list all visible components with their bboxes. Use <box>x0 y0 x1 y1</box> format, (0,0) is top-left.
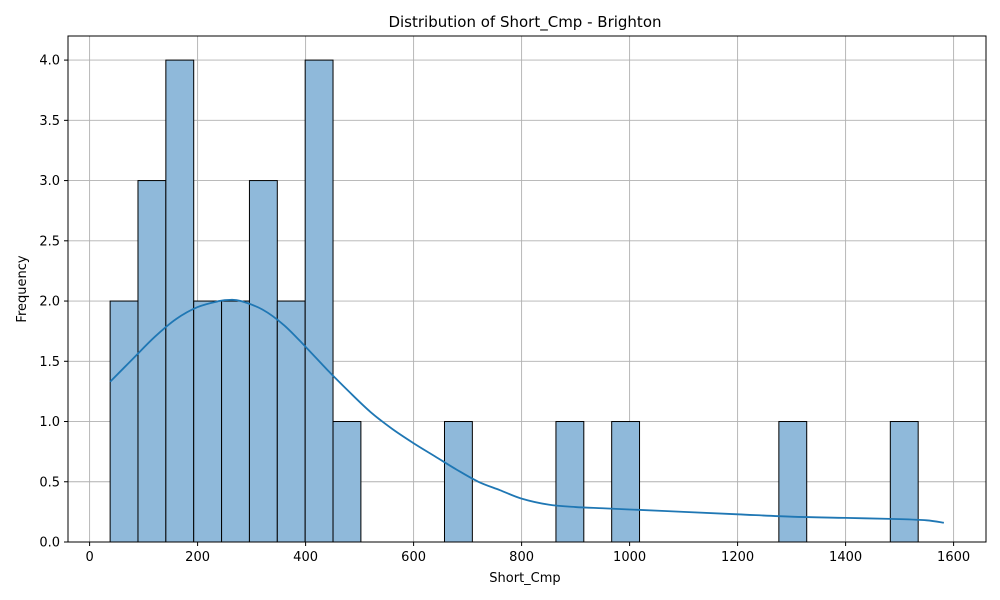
x-tick-label: 0 <box>85 550 93 565</box>
x-tick-label: 1000 <box>613 550 646 565</box>
histogram-bar <box>555 421 585 543</box>
histogram-bar <box>611 421 641 543</box>
y-tick-label: 4.0 <box>39 54 60 69</box>
x-tick-label: 400 <box>293 550 318 565</box>
y-tick-label: 0.0 <box>39 536 60 551</box>
x-tick-label: 600 <box>401 550 426 565</box>
histogram-bar <box>137 180 167 543</box>
histogram-bar <box>304 59 334 543</box>
histogram-bars <box>109 59 919 543</box>
histogram-bar <box>276 300 306 543</box>
histogram-bar <box>193 300 223 543</box>
y-tick-label: 3.0 <box>39 174 60 189</box>
x-tick-label: 1400 <box>829 550 862 565</box>
x-tick-label: 1200 <box>721 550 754 565</box>
y-tick-label: 2.0 <box>39 295 60 310</box>
y-tick-label: 0.5 <box>39 475 60 490</box>
x-tick-label: 200 <box>185 550 210 565</box>
y-axis-ticks: 0.0 0.5 1.0 1.5 2.0 2.5 3.0 3.5 4.0 <box>39 54 68 551</box>
histogram-bar <box>165 59 195 543</box>
chart-title: Distribution of Short_Cmp - Brighton <box>388 13 661 32</box>
histogram-bar <box>248 180 278 543</box>
x-axis-label: Short_Cmp <box>489 571 560 586</box>
histogram-bar <box>443 421 473 543</box>
y-tick-label: 1.5 <box>39 355 60 370</box>
y-tick-label: 1.0 <box>39 415 60 430</box>
y-tick-label: 2.5 <box>39 234 60 249</box>
x-tick-label: 800 <box>509 550 534 565</box>
histogram-bar <box>332 421 362 543</box>
histogram-bar <box>778 421 808 543</box>
histogram-bar <box>221 300 250 543</box>
histogram-bar <box>889 421 919 543</box>
y-tick-label: 3.5 <box>39 114 60 129</box>
kde-line <box>109 298 945 524</box>
x-axis-ticks: 0 200 400 600 800 1000 1200 1400 1600 <box>85 542 970 565</box>
plot-frame <box>67 35 987 543</box>
y-axis-label: Frequency <box>15 255 30 322</box>
x-tick-label: 1600 <box>937 550 970 565</box>
histogram-bar <box>109 300 139 543</box>
